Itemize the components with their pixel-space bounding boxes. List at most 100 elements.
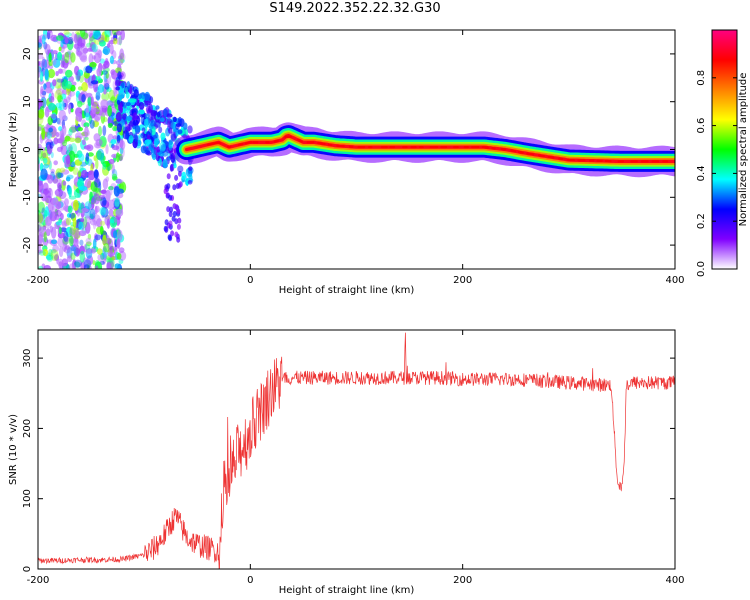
- noise-blob: [73, 237, 79, 247]
- bottom-xtick-label: -200: [27, 575, 50, 586]
- noise-blob: [116, 134, 121, 144]
- noise-blob: [159, 117, 165, 122]
- noise-blob: [82, 47, 89, 54]
- noise-blob: [47, 202, 54, 213]
- noise-blob: [38, 147, 43, 159]
- noise-blob: [94, 234, 101, 241]
- noise-blob: [164, 219, 169, 226]
- noise-blob: [86, 144, 94, 152]
- ridge-peak: [526, 152, 535, 156]
- noise-blob: [138, 109, 145, 115]
- noise-blob: [165, 156, 172, 161]
- noise-blob: [49, 225, 54, 233]
- top-ylabel: Frequency (Hz): [8, 112, 19, 188]
- noise-blob: [128, 135, 134, 144]
- noise-blob: [79, 250, 86, 263]
- noise-blob: [58, 109, 66, 121]
- noise-blob: [155, 105, 160, 110]
- noise-blob: [116, 252, 122, 260]
- noise-blob: [110, 95, 116, 103]
- noise-blob: [181, 171, 187, 181]
- noise-blob: [92, 219, 97, 230]
- noise-blob: [41, 56, 46, 67]
- noise-blob: [111, 145, 120, 151]
- noise-blob: [57, 51, 63, 61]
- noise-blob: [61, 258, 68, 267]
- noise-blob: [105, 144, 109, 155]
- noise-blob: [102, 197, 107, 206]
- noise-blob: [110, 106, 117, 116]
- noise-blob: [97, 50, 103, 59]
- noise-blob: [105, 189, 111, 202]
- noise-blob: [108, 158, 115, 165]
- noise-blob: [47, 174, 54, 184]
- noise-blob: [60, 93, 67, 100]
- noise-blob: [46, 252, 54, 262]
- noise-blob: [170, 230, 175, 237]
- noise-blob: [96, 67, 102, 77]
- noise-blob: [72, 229, 81, 239]
- noise-blob: [73, 261, 81, 268]
- noise-blob: [135, 125, 141, 135]
- noise-blob: [174, 231, 179, 238]
- noise-blob: [75, 46, 83, 57]
- noise-blob: [55, 35, 64, 41]
- top-ytick-label: 20: [22, 48, 33, 61]
- bottom-xtick-label: 400: [665, 575, 684, 586]
- noise-blob: [79, 262, 84, 269]
- noise-blob: [83, 122, 90, 128]
- top-ytick-label: 0: [22, 146, 33, 152]
- noise-blob: [177, 129, 183, 135]
- noise-blob: [55, 88, 64, 96]
- bottom-ytick-label: 200: [22, 419, 33, 438]
- noise-blob: [55, 209, 62, 217]
- noise-blob: [172, 122, 177, 133]
- noise-blob: [103, 117, 108, 123]
- noise-blob: [175, 123, 180, 130]
- noise-blob: [48, 52, 52, 63]
- noise-blob: [175, 128, 179, 137]
- noise-blob: [188, 166, 193, 171]
- noise-blob: [68, 150, 76, 162]
- noise-blob: [84, 178, 92, 189]
- noise-blob: [58, 120, 62, 125]
- noise-blob: [108, 209, 114, 217]
- ridge-peak: [273, 139, 279, 143]
- noise-blob: [187, 125, 193, 134]
- noise-blob: [119, 52, 126, 62]
- ridge-peak: [237, 143, 244, 147]
- noise-blob: [45, 254, 54, 260]
- colorbar-tick-label: 0.0: [696, 261, 707, 277]
- noise-blob: [81, 81, 88, 92]
- noise-blob: [176, 223, 181, 230]
- noise-blob: [90, 96, 94, 106]
- noise-blob: [57, 95, 63, 103]
- noise-blob: [85, 237, 92, 245]
- noise-blob: [65, 96, 71, 103]
- noise-blob: [168, 194, 173, 201]
- noise-blob: [167, 234, 172, 241]
- noise-blob: [163, 188, 168, 195]
- noise-blob: [89, 208, 96, 220]
- bottom-xtick-label: 0: [247, 575, 253, 586]
- noise-blob: [70, 52, 76, 63]
- noise-blob: [79, 186, 88, 191]
- noise-blob: [87, 233, 92, 240]
- noise-blob: [39, 88, 47, 99]
- noise-blob: [126, 81, 131, 91]
- noise-blob: [65, 154, 71, 165]
- noise-blob: [88, 53, 94, 65]
- noise-blob: [109, 55, 114, 64]
- noise-blob: [117, 229, 123, 242]
- noise-blob: [60, 60, 65, 68]
- noise-blob: [102, 63, 107, 70]
- noise-blob: [39, 156, 45, 162]
- noise-blob: [109, 219, 115, 224]
- noise-blob: [50, 197, 59, 206]
- noise-blob: [91, 43, 98, 53]
- noise-blob: [51, 56, 57, 66]
- noise-blob: [50, 34, 58, 42]
- noise-blob: [66, 255, 73, 263]
- noise-blob: [81, 45, 88, 52]
- noise-blob: [147, 128, 153, 135]
